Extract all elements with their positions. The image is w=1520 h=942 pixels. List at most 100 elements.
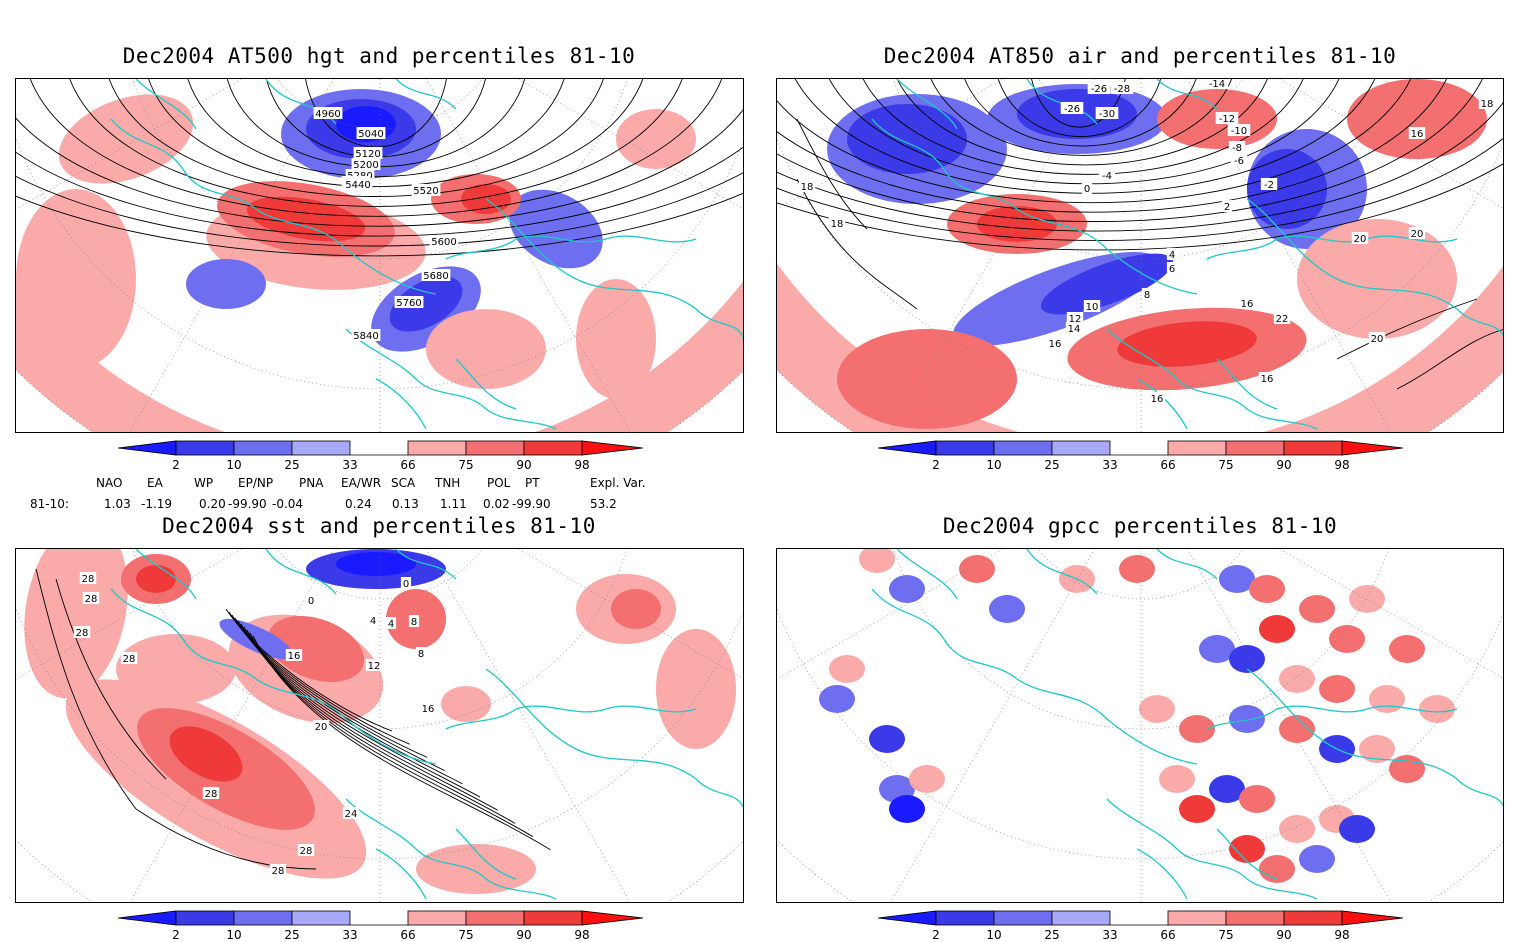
contour-label-bg: [312, 720, 330, 732]
contour-label: 5440: [345, 180, 370, 191]
colorbar-tick-label: 25: [1044, 928, 1060, 942]
colorbar-tick-label: 98: [574, 928, 590, 942]
colorbar-arrow-high: [1341, 910, 1403, 926]
contour-label: 0: [403, 579, 409, 590]
colorbar-swatch: [1283, 910, 1343, 926]
percentile-area: [1349, 585, 1385, 613]
contour-label: -26: [1064, 104, 1080, 115]
colorbar-swatch: [993, 440, 1053, 456]
colorbar-tick-label: 66: [1160, 458, 1176, 472]
colorbar-swatch: [233, 910, 293, 926]
contour-label-bg: [400, 577, 412, 589]
contour-label: 18: [1481, 99, 1494, 110]
tele-value: -0.04: [272, 497, 304, 511]
contour-label: 28: [205, 789, 218, 800]
contour-label: 16: [288, 651, 301, 662]
contour-label: 5840: [353, 331, 378, 342]
contour-label: 28: [82, 574, 95, 585]
contour-label: 5520: [413, 186, 438, 197]
percentile-area: [869, 725, 905, 753]
map-gpcc-svg: [777, 549, 1503, 902]
contour-label: 18: [831, 219, 844, 230]
colorbar-tick-label: 66: [1160, 928, 1176, 942]
contour-label-bg: [1066, 312, 1084, 324]
percentile-area: [1389, 755, 1425, 783]
percentile-area: [1389, 635, 1425, 663]
contour-label-bg: [351, 158, 381, 170]
percentile-area: [1359, 735, 1395, 763]
contour-label-bg: [351, 329, 381, 341]
contour-label-bg: [367, 614, 379, 626]
colorbar-swatch: [1167, 440, 1227, 456]
colorbar-tick-label: 33: [1102, 458, 1118, 472]
colorbar-swatch: [407, 910, 467, 926]
contour-label-bg: [343, 178, 373, 190]
tele-header: EA/WR: [341, 476, 382, 490]
coastline: [871, 549, 1503, 900]
contour-label: 20: [1411, 229, 1424, 240]
percentile-area: [576, 279, 656, 399]
contour-label-bg: [365, 659, 383, 671]
colorbar-arrow-high: [581, 910, 643, 926]
percentile-area: [1419, 695, 1455, 723]
contour-label: -10: [1231, 126, 1247, 137]
colorbar-swatch: [1051, 910, 1111, 926]
panel-title-hgt: Dec2004 AT500 hgt and percentiles 81-10: [122, 44, 636, 68]
colorbar-swatch: [175, 910, 235, 926]
map-sst-svg: 28 28 28 28 0 0 4 4 8 8 12 16 20 24 28 28 28 16: [16, 549, 743, 902]
percentile-area: [859, 549, 895, 573]
percentile-area: [16, 189, 136, 369]
contour-label: 28: [123, 654, 136, 665]
colorbar-svg: [118, 910, 643, 926]
colorbar-arrow-high: [1341, 440, 1403, 456]
contour-label: -14: [1209, 79, 1225, 90]
colorbar-tick-label: 10: [226, 928, 242, 942]
percentile-area: [611, 589, 661, 629]
contour-label: 28: [272, 866, 285, 877]
contour-label-bg: [313, 107, 343, 119]
map-hgt: 4960504051205200528053605440552056005680…: [15, 78, 744, 433]
tele-header: TNH: [435, 476, 461, 490]
colorbar-tick-label: 2: [932, 928, 940, 942]
contour-label: 28: [300, 846, 313, 857]
tele-header: WP: [194, 476, 214, 490]
colorbar-swatch: [465, 910, 525, 926]
contour-label-bg: [1141, 288, 1153, 300]
contour-label-bg: [1087, 82, 1111, 94]
contour-label-bg: [1368, 332, 1386, 344]
contour-label: 28: [76, 628, 89, 639]
coastline: [110, 79, 743, 430]
contour-label: 5760: [396, 298, 421, 309]
contour-label-bg: [82, 592, 100, 604]
colorbar-tick-label: 90: [516, 458, 532, 472]
colorbar-tick-label: 25: [284, 928, 300, 942]
colorbar-tick-label: 10: [986, 458, 1002, 472]
contour-label-bg: [415, 647, 427, 659]
contour-label-bg: [202, 787, 220, 799]
tele-header: NAO: [96, 476, 123, 490]
percentile-area: [1159, 765, 1195, 793]
percentile-area: [267, 616, 365, 682]
percentile-area: [1040, 253, 1174, 315]
contour-label-bg: [1408, 227, 1426, 239]
percentile-area: [1117, 321, 1257, 367]
contour-label-bg: [1046, 337, 1064, 349]
contour-label-bg: [1215, 112, 1239, 124]
contour-label: 5120: [355, 149, 380, 160]
contour-label: 4: [370, 616, 376, 627]
contour-label-bg: [1095, 107, 1119, 119]
contour-label: 16: [1261, 374, 1274, 385]
percentile-area: [1199, 635, 1235, 663]
contour-label-bg: [353, 147, 383, 159]
colorbar-tick-label: 33: [1102, 928, 1118, 942]
coastline: [110, 549, 743, 900]
percentile-area: [889, 575, 925, 603]
percentile-area: [1319, 675, 1355, 703]
colorbar-swatch: [993, 910, 1053, 926]
teleconnection-table: NAO EA WP EP/NP PNA EA/WR SCA TNH POL PT…: [0, 476, 760, 516]
contour-label: 10: [1086, 302, 1099, 313]
contour-label: 8: [411, 617, 417, 628]
contour-label-bg: [1478, 97, 1496, 109]
colorbar-tick-label: 66: [400, 458, 416, 472]
contour-label-bg: [1166, 248, 1178, 260]
